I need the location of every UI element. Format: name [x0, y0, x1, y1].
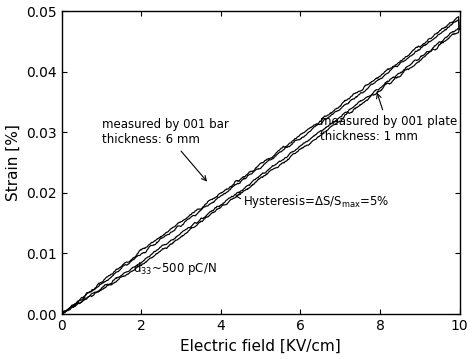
Text: measured by 001 bar
thickness: 6 mm: measured by 001 bar thickness: 6 mm — [101, 118, 228, 181]
X-axis label: Electric field [KV/cm]: Electric field [KV/cm] — [180, 339, 341, 354]
Text: measured by 001 plate
thickness: 1 mm: measured by 001 plate thickness: 1 mm — [320, 94, 457, 143]
Text: d$_{33}$~500 pC/N: d$_{33}$~500 pC/N — [133, 260, 217, 277]
Y-axis label: Strain [%]: Strain [%] — [6, 124, 20, 201]
Text: Hysteresis=ΔS/S$_{\mathrm{max}}$=5%: Hysteresis=ΔS/S$_{\mathrm{max}}$=5% — [236, 194, 389, 210]
